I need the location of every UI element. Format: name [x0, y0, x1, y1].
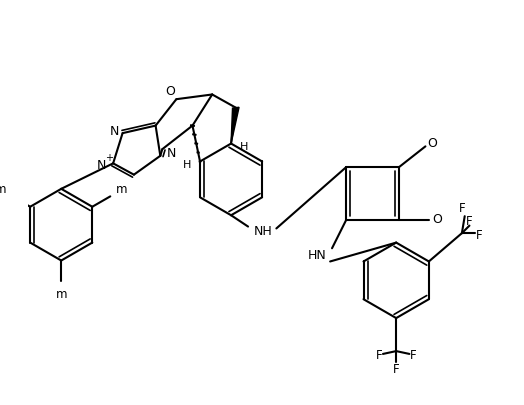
Text: HN: HN: [308, 249, 326, 262]
Text: F: F: [476, 230, 482, 243]
Text: O: O: [427, 137, 437, 150]
Text: m: m: [56, 288, 67, 301]
Text: N: N: [97, 159, 106, 172]
Text: F: F: [410, 350, 417, 362]
Text: H: H: [240, 142, 248, 152]
Text: m: m: [116, 183, 127, 196]
Text: N: N: [167, 147, 177, 160]
Text: N: N: [110, 125, 119, 138]
Text: F: F: [466, 215, 473, 228]
Text: O: O: [165, 85, 174, 98]
Text: H: H: [183, 160, 191, 170]
Polygon shape: [231, 107, 239, 143]
Text: +: +: [105, 153, 113, 163]
Text: F: F: [393, 363, 399, 377]
Text: O: O: [432, 213, 442, 226]
Text: F: F: [376, 350, 383, 362]
Text: F: F: [458, 202, 465, 215]
Text: m: m: [0, 183, 6, 196]
Text: NH: NH: [254, 225, 272, 238]
